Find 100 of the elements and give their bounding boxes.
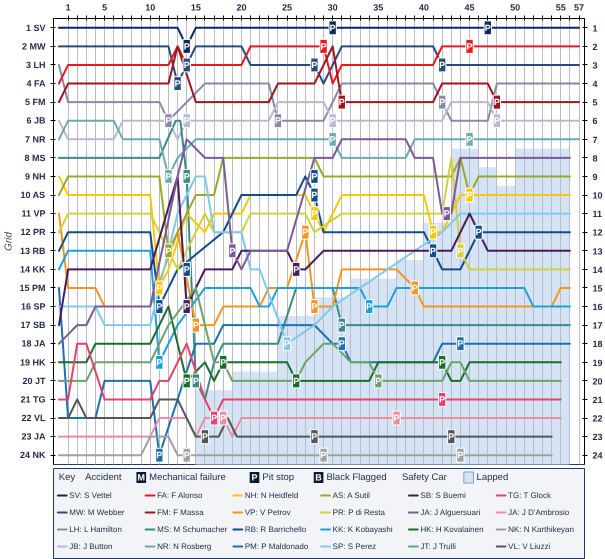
- legend-label: SB: S Buemi: [420, 491, 466, 500]
- legend-label: MS: M Schumacher: [157, 525, 228, 534]
- annotation: P: [476, 227, 482, 238]
- y2-tick-label: 6: [592, 116, 598, 126]
- annotation: P: [457, 450, 464, 460]
- y-tick-label: 12 PR: [20, 227, 46, 238]
- annotation: P: [202, 432, 208, 442]
- y-tick-label: 23 JA: [21, 432, 46, 442]
- legend-label: KK: K Kobayashi: [332, 525, 393, 534]
- y2-tick-label: 18: [592, 339, 603, 350]
- legend-label: NK: N Karthikeyan: [508, 525, 574, 534]
- annotation: P: [293, 376, 300, 386]
- text: Mechanical failure: [149, 472, 226, 483]
- y2-tick-label: 17: [592, 320, 603, 331]
- annotation: P: [466, 190, 473, 200]
- annotation: P: [330, 22, 336, 33]
- annotation: P: [439, 97, 446, 108]
- y-tick-label: 4 FA: [26, 78, 46, 89]
- legend-label: JA: J Alguersuari: [420, 508, 481, 517]
- y-tick-label: 15 PM: [19, 282, 46, 293]
- x-tick-label: 57: [574, 2, 584, 12]
- legend-label: JT: J Trulli: [420, 542, 456, 551]
- legend-label: FM: F Massa: [157, 508, 204, 517]
- y2-tick-label: 9: [592, 172, 598, 182]
- annotation: P: [439, 394, 446, 404]
- text: Black Flagged: [326, 472, 387, 483]
- legend-label: VP: V Petrov: [244, 508, 291, 517]
- y-tick-label: 24 NK: [20, 450, 46, 460]
- legend-label: JB: J Button: [69, 542, 112, 551]
- annotation: P: [311, 208, 318, 219]
- x-tick-label: 5: [102, 2, 108, 12]
- annotation: P: [184, 116, 190, 126]
- x-tick-label: 50: [510, 2, 520, 12]
- x-tick-label: 45: [464, 2, 475, 12]
- legend-label: NR: N Rosberg: [157, 542, 212, 551]
- annotation: P: [192, 320, 199, 330]
- y2-tick-label: 21: [592, 394, 603, 405]
- y-tick-label: 19 HK: [20, 357, 46, 368]
- y2-tick-label: 20: [592, 376, 603, 386]
- annotation: P: [330, 116, 336, 126]
- annotation: P: [466, 134, 473, 144]
- y-axis-title: Grid: [3, 232, 14, 251]
- legend-label: AS: A Sutil: [332, 491, 370, 500]
- x-tick-label: 1: [66, 2, 71, 12]
- text: Pit stop: [262, 472, 294, 483]
- y-tick-label: 20 JT: [22, 376, 46, 386]
- annotation: P: [430, 246, 436, 256]
- annotation: P: [311, 432, 318, 442]
- annotation: P: [184, 376, 190, 386]
- annotation: P: [394, 413, 400, 424]
- annotation: P: [311, 60, 318, 70]
- annotation: P: [484, 22, 491, 33]
- x-tick-label: 55: [556, 2, 566, 12]
- annotation: P: [184, 450, 190, 460]
- text: M: [138, 472, 146, 482]
- x-tick-label: 35: [373, 2, 384, 12]
- x-tick-label: 40: [418, 2, 429, 12]
- text: Accident: [85, 472, 122, 483]
- legend-label: PM: P Maldonado: [244, 542, 309, 551]
- annotation: P: [165, 116, 172, 126]
- legend-label: HK: H Kovalainen: [420, 525, 484, 534]
- annotation: P: [274, 116, 281, 126]
- y-tick-label: 11 VP: [21, 208, 46, 219]
- x-tick-label: 20: [236, 2, 246, 12]
- annotation: P: [174, 78, 181, 89]
- annotation: P: [184, 264, 190, 274]
- y2-tick-label: 22: [592, 414, 603, 424]
- text: P: [251, 472, 258, 482]
- annotation: P: [444, 208, 450, 219]
- y2-tick-label: 3: [592, 60, 598, 70]
- legend-label: LH: L Hamilton: [69, 525, 122, 534]
- y2-tick-label: 8: [592, 153, 598, 164]
- y2-tick-label: 15: [592, 283, 603, 294]
- text: Key: [58, 472, 76, 483]
- annotation: P: [430, 227, 436, 238]
- y2-tick-label: 16: [592, 302, 603, 312]
- y2-tick-label: 7: [592, 134, 598, 145]
- annotation: P: [302, 227, 308, 238]
- annotation: P: [311, 190, 318, 200]
- y-tick-label: 22 VL: [21, 413, 46, 424]
- legend-label: FA: F Alonso: [157, 491, 203, 500]
- y-tick-label: 9 NH: [24, 171, 46, 182]
- y2-tick-label: 4: [592, 79, 598, 90]
- x-tick-label: 25: [282, 2, 292, 12]
- text: Safety Car: [402, 472, 447, 483]
- y-tick-label: 10 AS: [20, 190, 46, 200]
- y-tick-label: 16 SP: [20, 302, 46, 312]
- legend-label: MW: M Webber: [69, 508, 125, 517]
- annotation: P: [192, 376, 199, 386]
- y-tick-label: 14 KK: [20, 264, 46, 274]
- annotation: P: [184, 171, 190, 182]
- y-tick-label: 6 JB: [26, 116, 46, 126]
- x-tick-label: 10: [145, 2, 156, 12]
- annotation: P: [439, 60, 446, 70]
- y2-tick-label: 11: [592, 209, 602, 220]
- legend-label: TG: T Glock: [508, 491, 552, 500]
- y2-tick-label: 5: [592, 98, 598, 108]
- legend-label: JA: J D'Ambrosio: [508, 508, 570, 517]
- y-tick-label: 8 MS: [24, 152, 46, 163]
- annotation: P: [457, 338, 464, 349]
